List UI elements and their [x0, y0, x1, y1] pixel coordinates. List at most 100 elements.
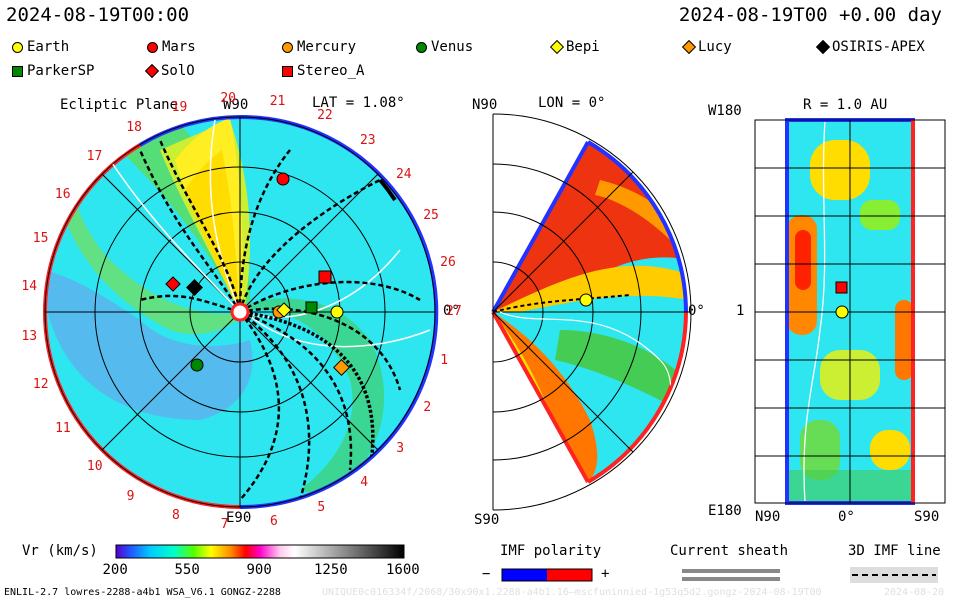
carrington-tick: 14 [21, 279, 38, 295]
venus-marker [190, 358, 204, 372]
legend-label: Stereo_A [297, 63, 365, 79]
solo-marker [165, 276, 181, 292]
r1au-title: R = 1.0 AU [803, 97, 888, 113]
legend-label: Earth [27, 39, 70, 55]
imf-spiral-lines [138, 139, 421, 501]
legend-label: Bepi [566, 39, 600, 55]
imf-line-label: 3D IMF line [848, 543, 941, 559]
lucy-marker [333, 359, 350, 376]
carrington-tick: 16 [54, 187, 71, 203]
legend-marker [12, 65, 23, 77]
legend-item: OSIRIS-APEX [815, 39, 925, 55]
bepi-marker [276, 302, 292, 318]
legend-marker [12, 41, 23, 53]
colorbar-tick: 200 [102, 562, 128, 578]
carrington-tick: 11 [55, 421, 71, 437]
carrington-tick: 9 [126, 488, 135, 504]
legend-marker [416, 41, 427, 53]
legend-label: Venus [431, 39, 474, 55]
r1au-grid [754, 119, 946, 504]
meridional-s90: S90 [474, 512, 500, 528]
imf-plus-sign: + [601, 566, 610, 582]
legend-marker [282, 41, 293, 53]
carrington-tick: 5 [317, 499, 326, 515]
ecliptic-right-label: 0° [443, 303, 460, 319]
left-timestamp: 2024-08-19T00:00 [6, 4, 190, 26]
carrington-tick: 26 [440, 254, 456, 270]
legend-item: Stereo_A [282, 63, 364, 79]
carrington-tick: 15 [32, 231, 49, 247]
vr-colorbar [115, 544, 405, 559]
carrington-tick: 27 [446, 304, 462, 319]
colorbar-tick: 900 [246, 562, 272, 578]
legend-item: Earth [12, 39, 69, 55]
stereo-a-marker [318, 270, 332, 284]
colorbar-tick: 550 [174, 562, 200, 578]
ecliptic-title: Ecliptic Plane [60, 97, 179, 113]
earth-marker [330, 305, 344, 319]
meridional-lon: LON = 0° [538, 95, 606, 111]
carrington-tick: 10 [86, 459, 103, 474]
r1au-x-mid: 0° [838, 509, 855, 525]
carrington-tick: 25 [423, 208, 439, 224]
legend-item: Mars [147, 39, 196, 55]
carrington-tick: 3 [396, 440, 405, 456]
carrington-tick: 20 [220, 91, 237, 107]
parkersp-marker [305, 301, 318, 314]
colorbar-tick: 1250 [314, 562, 348, 578]
legend-item: Mercury [282, 39, 356, 55]
imf-minus-sign: − [482, 566, 491, 582]
legend-label: Mars [162, 39, 196, 55]
current-sheath-label: Current sheath [670, 543, 789, 559]
carrington-tick: 13 [21, 328, 38, 344]
meridional-n90: N90 [472, 97, 498, 113]
carrington-tick: 24 [395, 166, 412, 182]
ecliptic-lat: LAT = 1.08° [312, 95, 405, 111]
r1au-e180: E180 [708, 503, 742, 519]
legend-label: Mercury [297, 39, 357, 55]
sun-marker [230, 302, 250, 322]
imf-polarity-label: IMF polarity [500, 543, 602, 559]
imf-negative-swatch [502, 569, 547, 581]
carrington-tick: 6 [270, 513, 278, 529]
r1au-stereo-a-marker [835, 281, 848, 294]
carrington-tick: 22 [317, 108, 333, 124]
carrington-tick: 17 [86, 149, 103, 165]
carrington-tick: 2 [423, 399, 432, 415]
model-info: ENLIL-2.7 lowres-2288-a4b1 WSA_V6.1 GONG… [4, 587, 281, 598]
carrington-tick: 7 [220, 516, 229, 532]
r1au-mid: 1 [736, 303, 745, 319]
legend-label: ParkerSP [27, 63, 95, 79]
carrington-tick: 1 [440, 353, 449, 369]
legend-item: ParkerSP [12, 63, 94, 79]
mars-marker [276, 172, 290, 186]
legend-item: Bepi [549, 39, 600, 55]
run-watermark: UNIQUE0c016334f/2068/30x90x1.2288-a4b1.1… [322, 587, 822, 598]
meridional-grid [492, 113, 692, 511]
ecliptic-grid [44, 116, 436, 508]
osiris-apex-marker [186, 279, 203, 296]
legend-item: Venus [416, 39, 473, 55]
next-date-watermark: 2024-08-20 [884, 587, 945, 598]
carrington-tick: 21 [269, 94, 286, 110]
carrington-tick: 18 [126, 119, 142, 135]
legend-label: SolO [161, 63, 195, 79]
imf-positive-swatch [547, 569, 592, 581]
r1au-x-right: S90 [914, 509, 940, 525]
legend-item: SolO [144, 63, 195, 79]
carrington-tick: 4 [360, 474, 369, 490]
legend-marker [147, 41, 158, 53]
ecliptic-bottom-label: E90 [226, 510, 252, 526]
carrington-tick: 8 [172, 508, 180, 524]
carrington-tick: 19 [171, 100, 188, 116]
meridional-earth-marker [579, 293, 593, 307]
r1au-earth-marker [835, 305, 849, 319]
legend-label: OSIRIS-APEX [832, 39, 925, 55]
carrington-tick: 12 [32, 376, 49, 392]
meridional-right-label: 0° [688, 303, 705, 319]
colorbar-tick: 1600 [386, 562, 420, 578]
ecliptic-top-label: W90 [223, 97, 249, 113]
r1au-w180: W180 [708, 103, 742, 119]
right-timestamp: 2024-08-19T00 +0.00 day [678, 4, 942, 26]
